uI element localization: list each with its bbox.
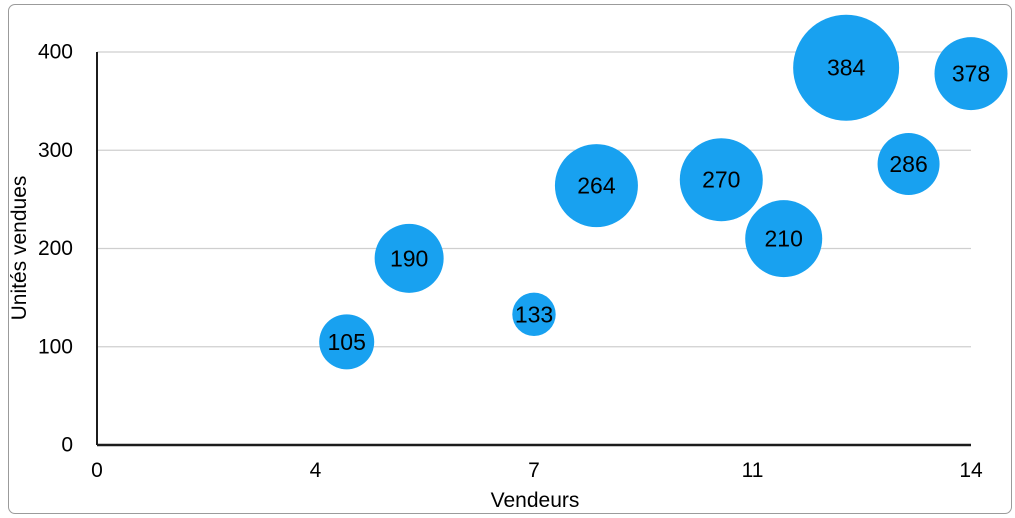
bubble-label-105: 105 xyxy=(328,329,366,355)
x-tick-label-7: 7 xyxy=(528,459,540,482)
bubble-label-264: 264 xyxy=(577,173,616,199)
bubble-384[interactable] xyxy=(793,14,900,121)
bubble-label-384: 384 xyxy=(827,55,866,81)
x-tick-label-0: 0 xyxy=(91,459,103,482)
bubble-label-270: 270 xyxy=(702,167,740,193)
y-tick-label-400: 400 xyxy=(38,41,73,64)
bubble-105[interactable] xyxy=(319,314,375,370)
y-tick-label-300: 300 xyxy=(38,139,73,162)
bubble-133[interactable] xyxy=(512,292,556,337)
bubble-label-190: 190 xyxy=(390,245,428,271)
y-tick-label-100: 100 xyxy=(38,335,73,358)
y-tick-label-0: 0 xyxy=(61,434,73,457)
bubble-264[interactable] xyxy=(554,144,638,228)
bubble-label-378: 378 xyxy=(952,61,990,87)
plot-area: 0 100 200 300 400 0 4 7 11 14 105 190 133 264 270 210 38… xyxy=(38,14,1008,482)
bubble-378[interactable] xyxy=(934,37,1008,111)
bubble-label-286: 286 xyxy=(889,151,927,177)
x-tick-label-11: 11 xyxy=(742,459,764,482)
bubble-286[interactable] xyxy=(877,133,940,196)
x-tick-label-4: 4 xyxy=(310,459,322,482)
y-axis-title: Unités vendues xyxy=(8,176,31,321)
bubble-label-133: 133 xyxy=(515,301,553,327)
bubble-270[interactable] xyxy=(679,138,763,222)
y-tick-label-200: 200 xyxy=(38,237,73,260)
x-tick-label-14: 14 xyxy=(959,459,983,482)
bubble-label-210: 210 xyxy=(765,226,803,252)
bubble-190[interactable] xyxy=(374,223,444,293)
x-axis-title: Vendeurs xyxy=(491,489,580,512)
bubble-210[interactable] xyxy=(745,200,823,278)
